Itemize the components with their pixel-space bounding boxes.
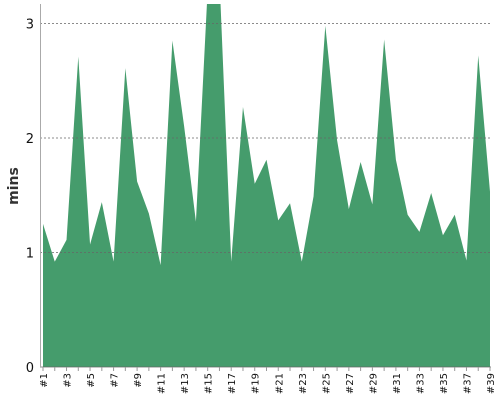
x-tick-label: #35	[439, 373, 450, 394]
x-tick-label: #5	[86, 373, 97, 388]
x-tick-label: #37	[462, 373, 473, 394]
x-tick-label: #21	[274, 373, 285, 394]
x-tick-label: #29	[368, 373, 379, 394]
x-tick-label: #3	[63, 373, 74, 388]
x-tick-label: #11	[157, 373, 168, 394]
y-tick-label: 3	[26, 17, 34, 32]
x-tick-label: #31	[392, 373, 403, 394]
x-tick-label: #19	[251, 373, 262, 394]
x-tick-label: #27	[345, 373, 356, 394]
x-tick-label: #1	[39, 373, 50, 388]
y-tick-label: 0	[26, 361, 34, 376]
x-tick-label: #17	[227, 373, 238, 394]
x-tick-label: #15	[204, 373, 215, 394]
x-tick-label: #13	[180, 373, 191, 394]
area	[43, 4, 490, 367]
y-tick-label: 2	[26, 132, 34, 147]
y-tick-label: 1	[26, 246, 34, 261]
y-axis-label: mins	[6, 167, 22, 205]
x-tick-label: #23	[298, 373, 309, 394]
x-tick-label: #7	[110, 373, 121, 388]
x-tick-label: #25	[321, 373, 332, 394]
x-tick-label: #33	[415, 373, 426, 394]
x-tick-label: #9	[133, 373, 144, 388]
x-tick-label: #39	[486, 373, 497, 394]
